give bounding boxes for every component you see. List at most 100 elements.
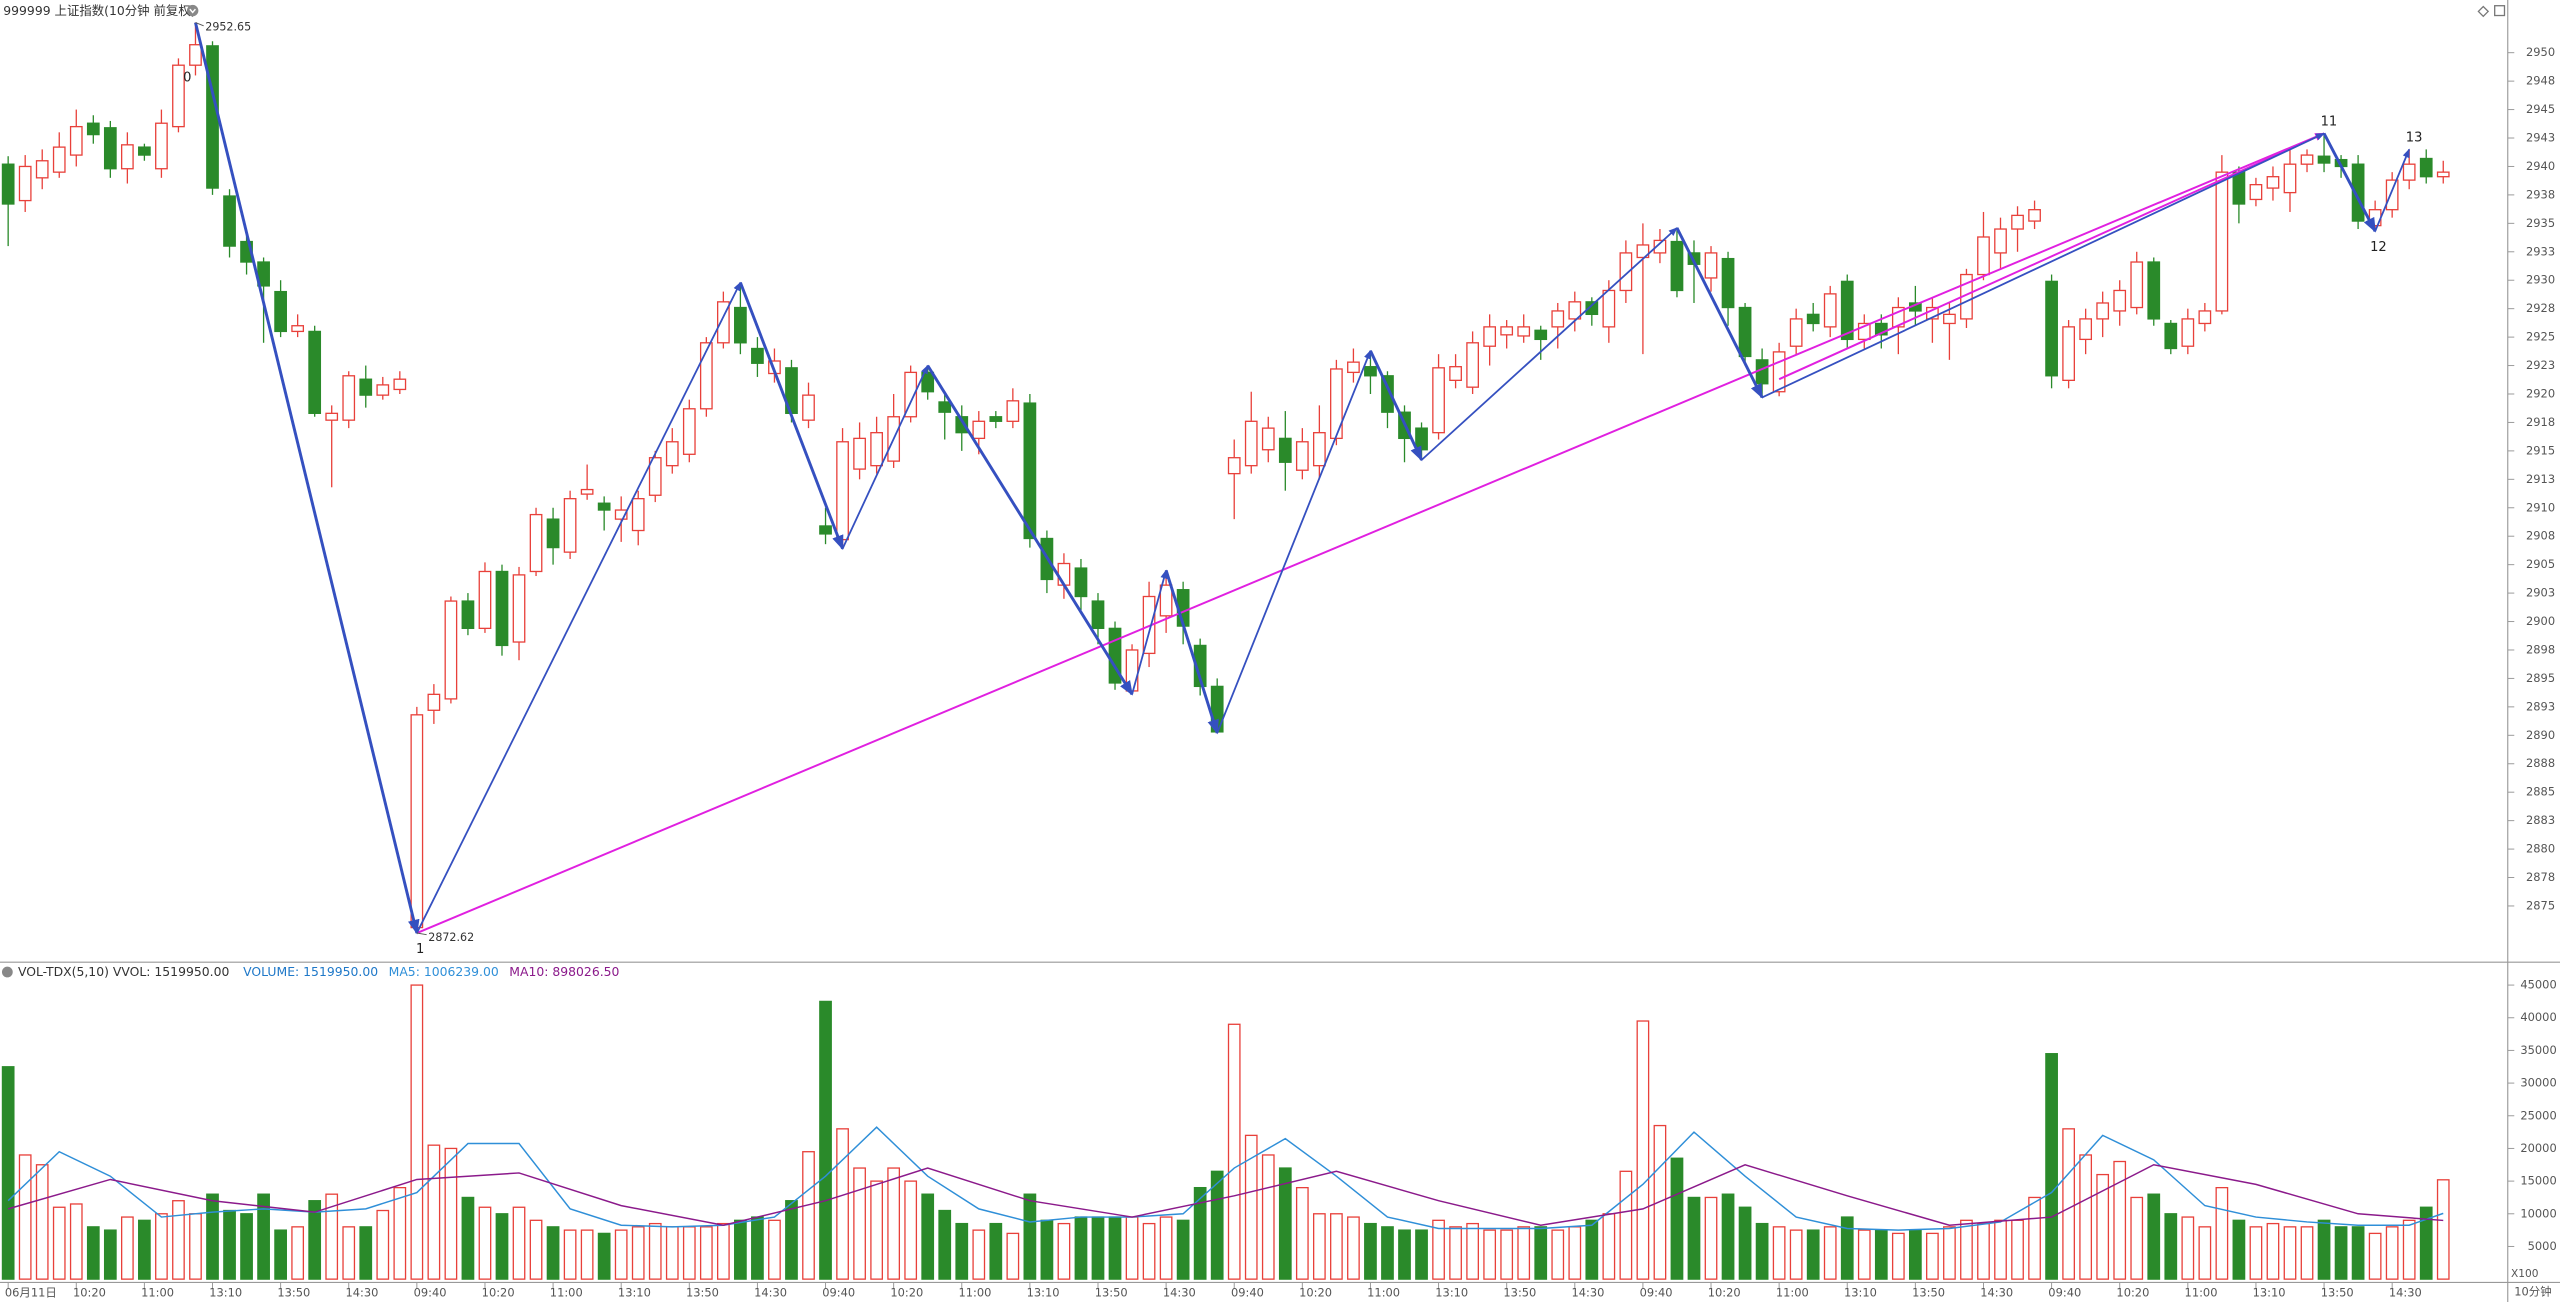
volume-bar (2130, 1196, 2144, 1280)
y-tick-label: 2908 (2526, 529, 2555, 543)
volume-bar (614, 1229, 628, 1280)
candle-body (1432, 367, 1445, 434)
y-tick-label: 2898 (2526, 642, 2555, 656)
volume-bar (716, 1222, 730, 1280)
x-tick-label: 13:50 (1912, 1286, 1945, 1300)
volume-bar (802, 1151, 815, 1280)
volume-bar (1210, 1170, 1224, 1280)
legend-ma10: MA10: 898026.50 (509, 964, 619, 979)
volume-bar (2436, 1179, 2450, 1280)
x-tick-label: 14:30 (1572, 1286, 1605, 1300)
candle-body (1466, 342, 1479, 388)
max-label: 2952.65 (205, 20, 251, 33)
candle-body (1023, 402, 1037, 540)
volume-bar (1534, 1226, 1548, 1280)
volume-bar (2402, 1219, 2416, 1280)
max-marker (195, 22, 204, 27)
candle-body (1227, 457, 1241, 475)
volume-bar (103, 1229, 117, 1280)
y-tick-label: 2930 (2526, 273, 2555, 287)
zigzag-segment (2322, 132, 2377, 233)
volume-bar (1806, 1229, 1820, 1280)
toolbar-window[interactable] (2494, 5, 2506, 17)
volume-bar (836, 1128, 849, 1280)
x-tick-label: 11:00 (141, 1286, 174, 1300)
volume-bar (904, 1180, 918, 1280)
zigzag-segment (194, 22, 420, 935)
volume-bar (1295, 1186, 1309, 1280)
candle-body (291, 325, 305, 333)
candle-body (546, 518, 560, 549)
volume-bar (240, 1213, 253, 1280)
candle-body (1994, 228, 2007, 254)
candle-body (512, 574, 526, 643)
y-tick-label: 2905 (2526, 557, 2555, 571)
toolbar-diamond[interactable] (2477, 5, 2490, 18)
volume-bar (955, 1222, 969, 1280)
candle-body (682, 408, 696, 455)
volume-bar (2351, 1226, 2365, 1280)
zigzag-segment (416, 281, 742, 934)
volume-unit: X100 (2511, 1267, 2539, 1280)
y-tick-label: 2895 (2526, 671, 2555, 685)
y-tick-label: 25000 (2520, 1108, 2556, 1122)
title-icon[interactable] (186, 4, 199, 17)
volume-bar (580, 1229, 594, 1280)
candle-body (461, 600, 475, 630)
candle-body (69, 125, 83, 156)
volume-bar (1347, 1216, 1360, 1280)
y-tick-label: 2893 (2526, 699, 2555, 713)
legend-ma5: MA5: 1006239.00 (389, 964, 499, 979)
volume-bar (2317, 1219, 2331, 1280)
candle-body (393, 378, 407, 391)
y-tick-label: 45000 (2520, 978, 2556, 992)
volume-bar (1483, 1229, 1497, 1280)
volume-bar (665, 1226, 679, 1280)
volume-icon[interactable] (1, 966, 13, 978)
candle-body (1312, 432, 1326, 467)
x-tick-label: 13:10 (209, 1286, 242, 1300)
volume-bar (342, 1226, 356, 1280)
volume-bar (870, 1180, 883, 1280)
volume-bar (2045, 1053, 2058, 1280)
volume-bar (52, 1206, 66, 1280)
candle-body (2249, 184, 2263, 201)
min-label: 2872.62 (428, 931, 474, 944)
candle-body (853, 437, 866, 470)
x-tick-label: 13:50 (686, 1286, 719, 1300)
candle-body (308, 330, 322, 414)
x-tick-label: 09:40 (1640, 1286, 1673, 1300)
candle-body (1721, 257, 1735, 309)
candle-body (1568, 301, 1582, 320)
candle-body (2164, 322, 2178, 350)
x-tick-label: 13:10 (618, 1286, 651, 1300)
y-tick-label: 2933 (2526, 244, 2555, 258)
candle-body (2419, 157, 2433, 178)
candle-body (1193, 644, 1207, 688)
candle-body (2011, 214, 2024, 230)
volume-bar (989, 1222, 1003, 1280)
volume-label: VOLUME: 1519950.00 (243, 964, 378, 979)
candle-body (938, 401, 952, 413)
candle-body (427, 693, 441, 711)
candle-body (52, 146, 66, 173)
y-tick-label: 2913 (2526, 472, 2555, 486)
candle-body (103, 127, 117, 170)
volume-bar (223, 1209, 236, 1280)
candle-body (716, 301, 730, 344)
volume-bar (291, 1226, 305, 1280)
candle-body (2198, 310, 2212, 325)
x-tick-label: 14:30 (754, 1286, 787, 1300)
candle-body (410, 714, 424, 929)
candle-body (1125, 649, 1139, 692)
volume-bar (1040, 1219, 1054, 1280)
volume-bar (393, 1186, 407, 1280)
volume-bar (2266, 1222, 2280, 1280)
candle-body (1755, 359, 1769, 385)
y-tick-label: 2938 (2526, 187, 2555, 201)
title-icon-chevron (189, 8, 196, 14)
y-tick-label: 2890 (2526, 728, 2555, 742)
candle-body (325, 412, 339, 421)
candle-body (2385, 179, 2399, 211)
